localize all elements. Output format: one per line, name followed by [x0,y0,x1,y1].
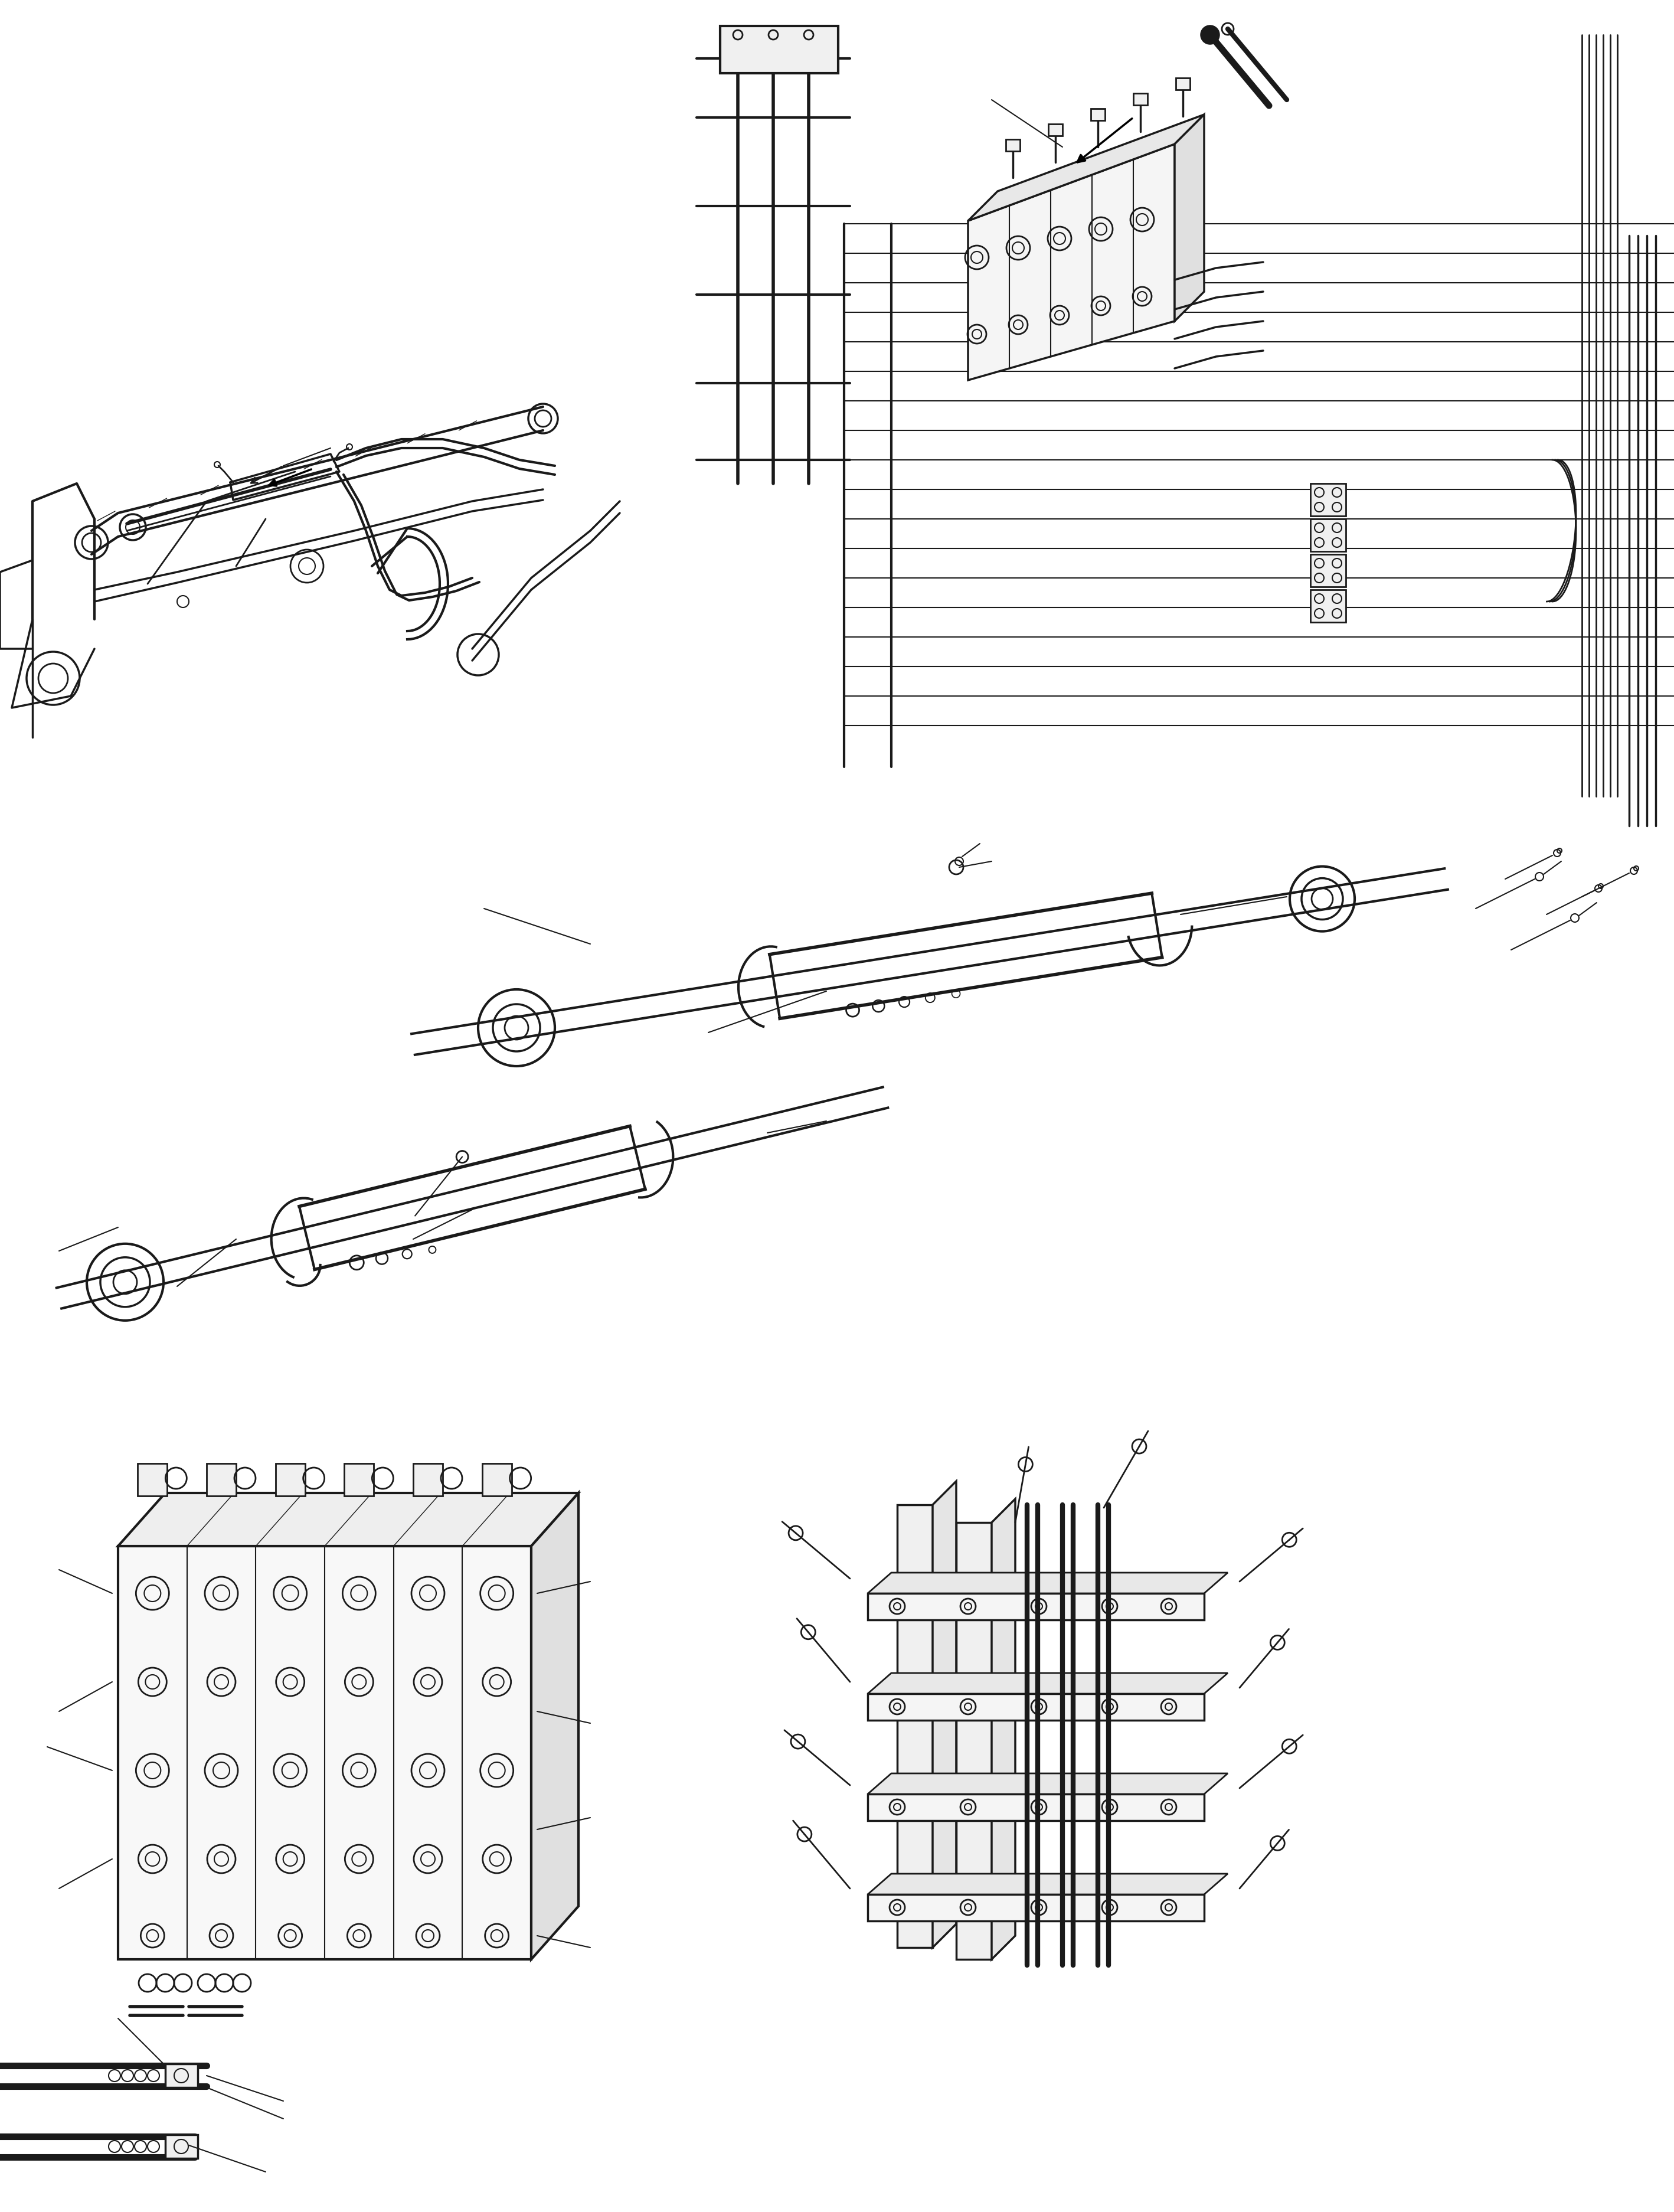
Bar [1006,139,1019,153]
Bar [345,1464,373,1495]
Bar [206,1464,236,1495]
Polygon shape [968,115,1204,221]
Bar [482,1464,512,1495]
Polygon shape [1175,115,1204,321]
Polygon shape [991,1500,1014,1960]
Bar [276,1464,305,1495]
Bar [720,27,839,73]
Bar [1311,484,1346,515]
Polygon shape [119,1493,579,1546]
Bar [1311,591,1346,622]
Bar [1048,124,1063,137]
Polygon shape [867,1573,1227,1593]
Bar [413,1464,442,1495]
Polygon shape [531,1493,579,1960]
Bar [166,2064,198,2088]
Polygon shape [968,144,1175,380]
Polygon shape [867,1794,1204,1820]
Polygon shape [867,1694,1204,1721]
Polygon shape [956,1522,991,1960]
Bar [1091,108,1105,122]
Bar [1175,77,1190,91]
Bar [137,1464,167,1495]
Circle shape [1202,27,1219,44]
Polygon shape [119,1546,531,1960]
Bar [166,2135,198,2159]
Polygon shape [867,1893,1204,1920]
Bar [1133,93,1147,106]
Bar [1311,520,1346,551]
Polygon shape [867,1774,1227,1794]
Polygon shape [867,1874,1227,1893]
Polygon shape [932,1482,956,1947]
Polygon shape [867,1593,1204,1619]
Polygon shape [897,1504,932,1947]
Bar [1311,555,1346,586]
Polygon shape [867,1672,1227,1694]
